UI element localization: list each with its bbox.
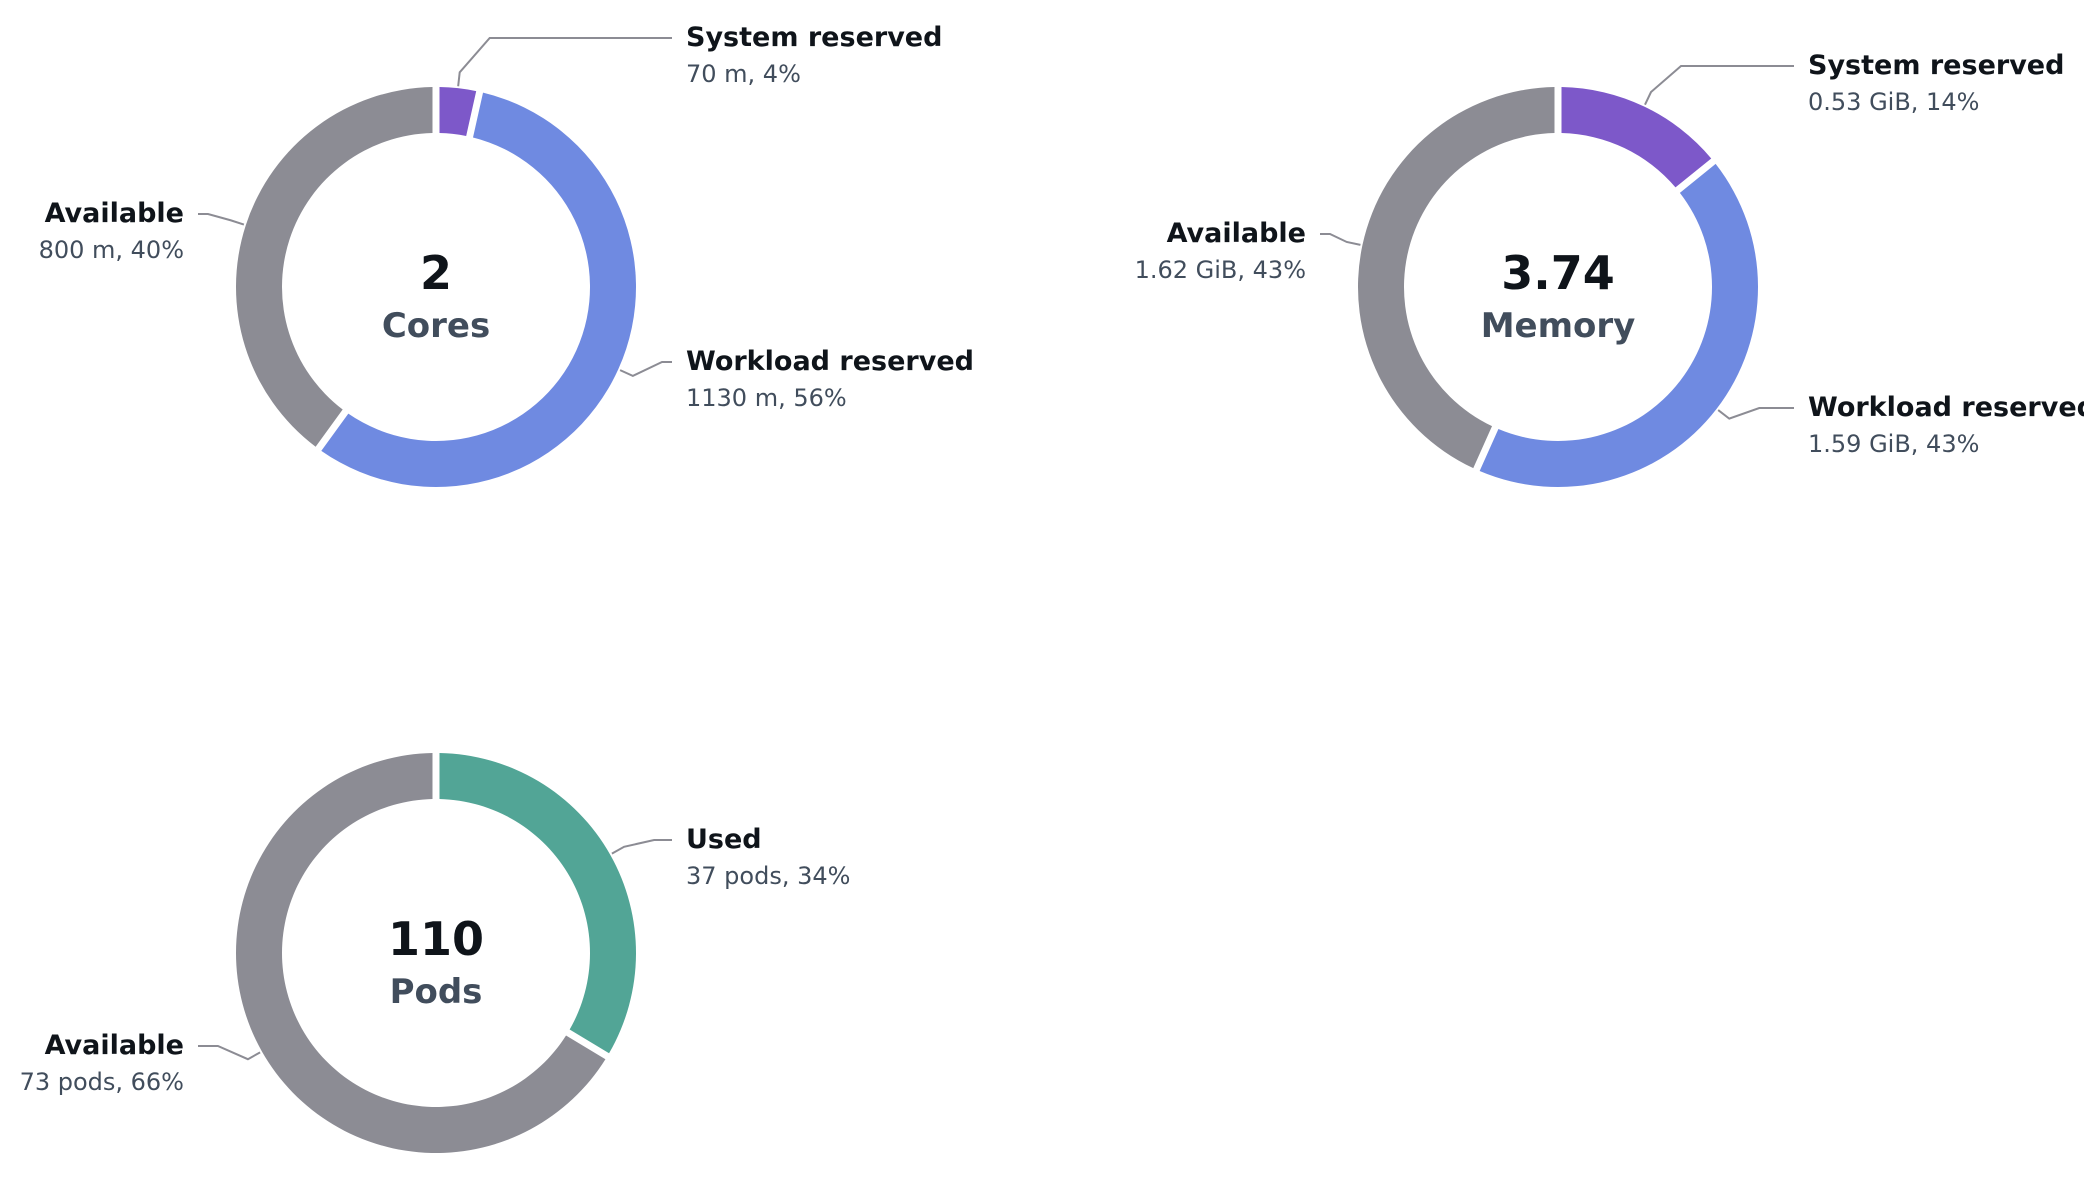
slice-detail: 1130 m, 56% — [686, 384, 847, 412]
slice-label-available: Available — [1167, 218, 1306, 249]
donut-slice-system-reserved[interactable] — [1561, 87, 1712, 188]
leader-line — [457, 37, 672, 87]
slice-label-used: Used — [686, 824, 762, 855]
slice-label-workload-reserved: Workload reserved — [1808, 392, 2084, 423]
center-value: 3.74 — [1501, 246, 1615, 300]
leader-line — [1644, 65, 1794, 106]
slice-detail: 800 m, 40% — [39, 236, 184, 264]
donut-slice-available[interactable] — [236, 87, 433, 447]
slice-label-system-reserved: System reserved — [686, 22, 942, 53]
leader-line — [619, 361, 672, 377]
center-label: Cores — [382, 306, 490, 346]
slice-detail: 1.59 GiB, 43% — [1808, 430, 1979, 458]
donut-slice-available[interactable] — [1357, 87, 1555, 469]
donut-chart-memory: System reserved 0.53 GiB, 14% Workload res… — [1135, 50, 2084, 488]
slice-detail: 0.53 GiB, 14% — [1808, 88, 1979, 116]
leader-line — [198, 213, 245, 226]
leader-line — [1320, 233, 1361, 246]
leader-line — [1717, 407, 1794, 420]
center-value: 2 — [420, 246, 452, 300]
leader-line — [198, 1045, 261, 1061]
donut-chart-cores: System reserved 70 m, 4% Workload reserved… — [39, 22, 974, 488]
donut-chart-pods: Used 37 pods, 34% Available 73 pods, 66% 110… — [20, 753, 850, 1153]
slice-detail: 73 pods, 66% — [20, 1068, 184, 1096]
donut-slice-system-reserved[interactable] — [439, 87, 477, 136]
slice-detail: 37 pods, 34% — [686, 862, 850, 890]
slice-label-available: Available — [45, 198, 184, 229]
donut-slice-used[interactable] — [439, 753, 636, 1054]
slice-label-system-reserved: System reserved — [1808, 50, 2064, 81]
slice-label-workload-reserved: Workload reserved — [686, 346, 974, 377]
center-label: Memory — [1481, 306, 1636, 346]
leader-line — [611, 839, 672, 855]
slice-detail: 1.62 GiB, 43% — [1135, 256, 1306, 284]
slice-label-available: Available — [45, 1030, 184, 1061]
center-label: Pods — [390, 972, 483, 1012]
slice-detail: 70 m, 4% — [686, 60, 801, 88]
center-value: 110 — [388, 912, 484, 966]
donut-slice-workload-reserved[interactable] — [321, 92, 637, 488]
donut-slice-workload-reserved[interactable] — [1479, 163, 1758, 488]
